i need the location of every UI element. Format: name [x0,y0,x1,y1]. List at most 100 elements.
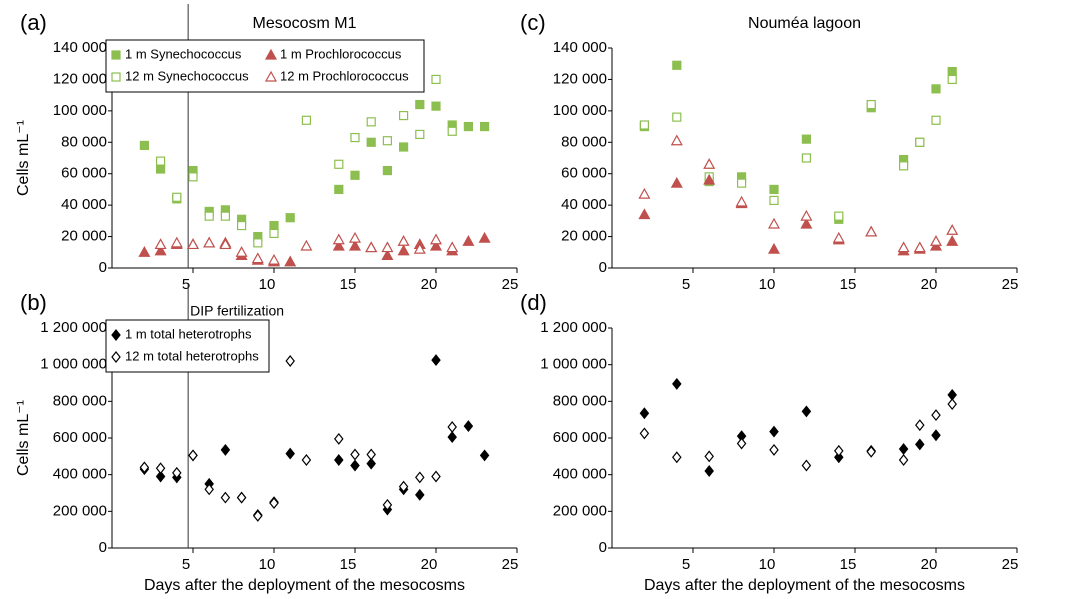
marker-triangle [913,241,926,253]
marker-square [253,238,263,248]
marker-triangle [348,239,362,251]
marker-diamond [479,449,490,462]
y-tick-label: 400 000 [553,466,607,483]
marker-triangle [478,231,491,243]
marker-square [931,115,941,125]
marker-triangle [638,208,651,220]
marker-square [431,74,441,85]
marker-triangle [413,242,426,254]
marker-diamond [204,483,214,496]
y-tick-label: 120 000 [553,70,607,87]
y-axis-label: Cells mL⁻¹ [15,400,32,476]
chart-title: Mesocosm M1 [252,15,356,32]
marker-square [111,72,121,82]
y-tick-label: 120 000 [53,70,107,87]
marker-triangle [429,239,443,251]
marker-square [931,84,941,94]
marker-diamond [866,445,876,458]
y-axis-label: Cells mL⁻¹ [15,120,32,196]
y-tick-label: 400 000 [53,466,107,483]
x-tick-label: 10 [259,556,276,573]
marker-square [415,99,425,110]
y-tick-label: 40 000 [561,196,607,213]
legend-box [105,319,270,373]
marker-square [415,129,425,140]
marker-square [463,121,473,132]
marker-diamond [769,443,779,456]
marker-diamond [915,419,925,432]
marker-diamond [931,409,941,422]
marker-triangle [897,241,910,253]
annotation: DIP fertilization [190,303,284,319]
marker-diamond [172,466,182,479]
marker-square [480,121,490,132]
x-tick-label: 25 [1002,556,1019,573]
x-tick-label: 5 [682,276,690,293]
x-tick-label: 25 [502,556,519,573]
y-tick-label: 0 [99,259,107,276]
marker-square [947,74,957,85]
marker-square [204,211,214,221]
marker-square [672,60,682,70]
marker-diamond [898,443,909,455]
x-tick-label: 15 [340,276,357,293]
marker-triangle [251,252,264,264]
marker-diamond [672,451,682,464]
marker-triangle [381,241,394,253]
marker-square [334,184,344,195]
y-tick-label: 1 000 000 [40,356,107,373]
y-tick-label: 800 000 [553,392,607,409]
marker-square [447,126,457,136]
x-tick-label: 15 [340,556,357,573]
marker-diamond [898,454,909,466]
marker-diamond [366,448,376,461]
marker-square [866,99,876,110]
marker-square [139,140,149,151]
marker-square [366,137,376,147]
marker-square [801,134,812,144]
marker-square [350,132,360,143]
marker-triangle [264,48,278,60]
marker-diamond [334,432,344,445]
marker-diamond [704,465,714,477]
marker-square [172,192,182,202]
marker-triangle [186,238,200,250]
marker-triangle [946,235,959,246]
marker-diamond [111,329,121,341]
x-tick-label: 5 [182,276,190,293]
marker-triangle [800,217,813,229]
panel-label: (a) [20,10,47,35]
marker-triangle [138,246,151,257]
marker-triangle [703,158,716,169]
marker-triangle [300,239,313,251]
marker-diamond [672,377,682,390]
marker-square [188,172,198,182]
marker-triangle [365,241,378,253]
y-tick-label: 100 000 [53,102,107,119]
marker-square [366,117,376,127]
marker-square [334,159,344,169]
marker-diamond [947,398,957,411]
marker-diamond [382,498,393,511]
x-tick-label: 10 [759,556,776,573]
marker-diamond [834,444,844,457]
marker-square [156,156,166,166]
marker-triangle [735,195,748,207]
y-tick-label: 0 [599,539,607,556]
marker-square [220,211,230,221]
marker-triangle [865,225,878,237]
legend-label: 1 m total heterotrophs [125,326,252,341]
y-tick-label: 0 [599,259,607,276]
marker-triangle [381,249,394,261]
y-tick-label: 600 000 [553,429,607,446]
marker-triangle [332,233,345,245]
marker-triangle [800,209,813,221]
marker-diamond [447,421,457,433]
marker-diamond [253,509,263,522]
marker-diamond [415,488,425,501]
y-tick-label: 1 000 000 [540,356,607,373]
marker-triangle [267,253,281,265]
marker-diamond [915,438,925,451]
marker-diamond [736,437,747,450]
